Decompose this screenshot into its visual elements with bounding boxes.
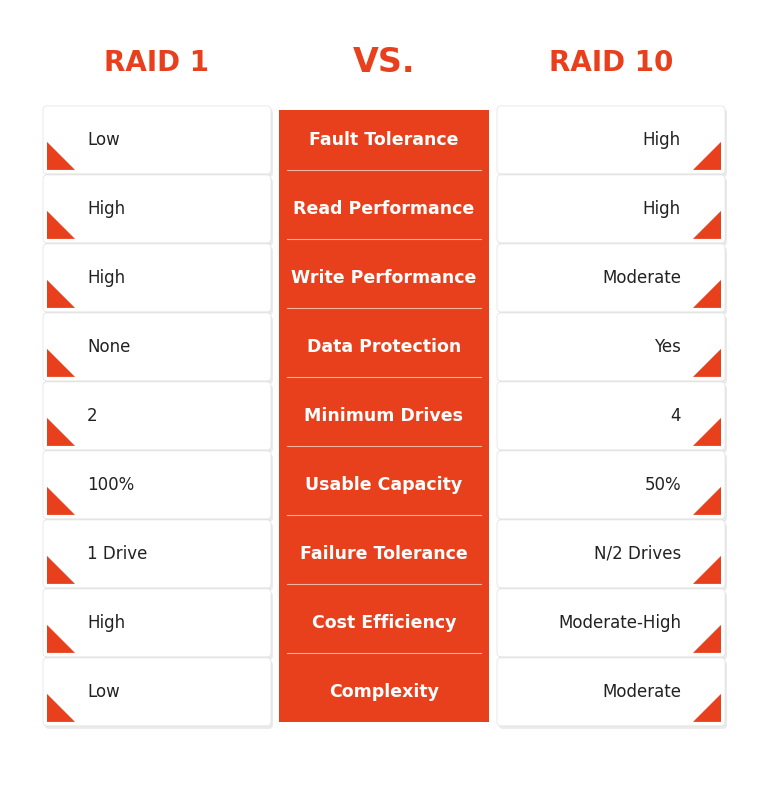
- FancyBboxPatch shape: [497, 658, 725, 726]
- Text: 2: 2: [87, 407, 98, 425]
- FancyBboxPatch shape: [45, 109, 273, 177]
- Text: High: High: [87, 200, 125, 218]
- Polygon shape: [47, 211, 75, 239]
- FancyBboxPatch shape: [43, 244, 271, 312]
- Text: 4: 4: [670, 407, 681, 425]
- FancyBboxPatch shape: [43, 658, 271, 726]
- Polygon shape: [693, 142, 721, 170]
- FancyBboxPatch shape: [43, 106, 271, 174]
- Polygon shape: [47, 418, 75, 446]
- FancyBboxPatch shape: [45, 454, 273, 522]
- Text: None: None: [87, 338, 131, 356]
- FancyBboxPatch shape: [499, 523, 727, 591]
- Text: Minimum Drives: Minimum Drives: [304, 407, 464, 425]
- FancyBboxPatch shape: [45, 178, 273, 246]
- Polygon shape: [693, 487, 721, 515]
- FancyBboxPatch shape: [43, 382, 271, 450]
- FancyBboxPatch shape: [43, 589, 271, 657]
- FancyBboxPatch shape: [499, 109, 727, 177]
- Text: Complexity: Complexity: [329, 683, 439, 701]
- Text: Low: Low: [87, 683, 120, 701]
- FancyBboxPatch shape: [45, 661, 273, 729]
- FancyBboxPatch shape: [497, 451, 725, 519]
- Text: Low: Low: [87, 131, 120, 149]
- Text: Fault Tolerance: Fault Tolerance: [310, 131, 458, 149]
- Polygon shape: [47, 556, 75, 584]
- FancyBboxPatch shape: [499, 661, 727, 729]
- Polygon shape: [47, 280, 75, 308]
- FancyBboxPatch shape: [497, 175, 725, 243]
- Text: High: High: [87, 614, 125, 632]
- FancyBboxPatch shape: [499, 247, 727, 315]
- Text: Moderate: Moderate: [602, 269, 681, 287]
- Polygon shape: [693, 349, 721, 377]
- Text: Write Performance: Write Performance: [291, 269, 477, 287]
- Text: N/2 Drives: N/2 Drives: [594, 545, 681, 563]
- FancyBboxPatch shape: [43, 175, 271, 243]
- Text: Moderate: Moderate: [602, 683, 681, 701]
- Polygon shape: [693, 625, 721, 653]
- Text: Moderate-High: Moderate-High: [558, 614, 681, 632]
- FancyBboxPatch shape: [45, 316, 273, 384]
- Text: VS.: VS.: [353, 46, 415, 79]
- FancyBboxPatch shape: [43, 313, 271, 381]
- Polygon shape: [47, 625, 75, 653]
- Polygon shape: [693, 211, 721, 239]
- Text: Failure Tolerance: Failure Tolerance: [300, 545, 468, 563]
- FancyBboxPatch shape: [497, 106, 725, 174]
- Polygon shape: [47, 694, 75, 722]
- Polygon shape: [693, 418, 721, 446]
- Text: 1 Drive: 1 Drive: [87, 545, 147, 563]
- FancyBboxPatch shape: [45, 592, 273, 660]
- FancyBboxPatch shape: [43, 451, 271, 519]
- Polygon shape: [47, 487, 75, 515]
- FancyBboxPatch shape: [497, 520, 725, 588]
- FancyBboxPatch shape: [43, 520, 271, 588]
- FancyBboxPatch shape: [497, 589, 725, 657]
- Text: Data Protection: Data Protection: [307, 338, 461, 356]
- Text: Read Performance: Read Performance: [293, 200, 475, 218]
- FancyBboxPatch shape: [45, 385, 273, 453]
- FancyBboxPatch shape: [499, 385, 727, 453]
- FancyBboxPatch shape: [45, 523, 273, 591]
- Text: Cost Efficiency: Cost Efficiency: [312, 614, 456, 632]
- FancyBboxPatch shape: [497, 313, 725, 381]
- FancyBboxPatch shape: [499, 178, 727, 246]
- Text: RAID 10: RAID 10: [549, 49, 674, 77]
- FancyBboxPatch shape: [499, 316, 727, 384]
- FancyBboxPatch shape: [497, 244, 725, 312]
- Text: Yes: Yes: [654, 338, 681, 356]
- Text: Usable Capacity: Usable Capacity: [306, 476, 462, 494]
- Text: RAID 1: RAID 1: [104, 49, 210, 77]
- FancyBboxPatch shape: [45, 247, 273, 315]
- FancyBboxPatch shape: [499, 454, 727, 522]
- Bar: [279, 110, 489, 722]
- FancyBboxPatch shape: [497, 382, 725, 450]
- Text: 50%: 50%: [644, 476, 681, 494]
- Polygon shape: [693, 280, 721, 308]
- Polygon shape: [693, 694, 721, 722]
- Polygon shape: [47, 349, 75, 377]
- Text: High: High: [87, 269, 125, 287]
- Text: High: High: [643, 131, 681, 149]
- Text: 100%: 100%: [87, 476, 134, 494]
- Polygon shape: [47, 142, 75, 170]
- Text: High: High: [643, 200, 681, 218]
- FancyBboxPatch shape: [499, 592, 727, 660]
- Polygon shape: [693, 556, 721, 584]
